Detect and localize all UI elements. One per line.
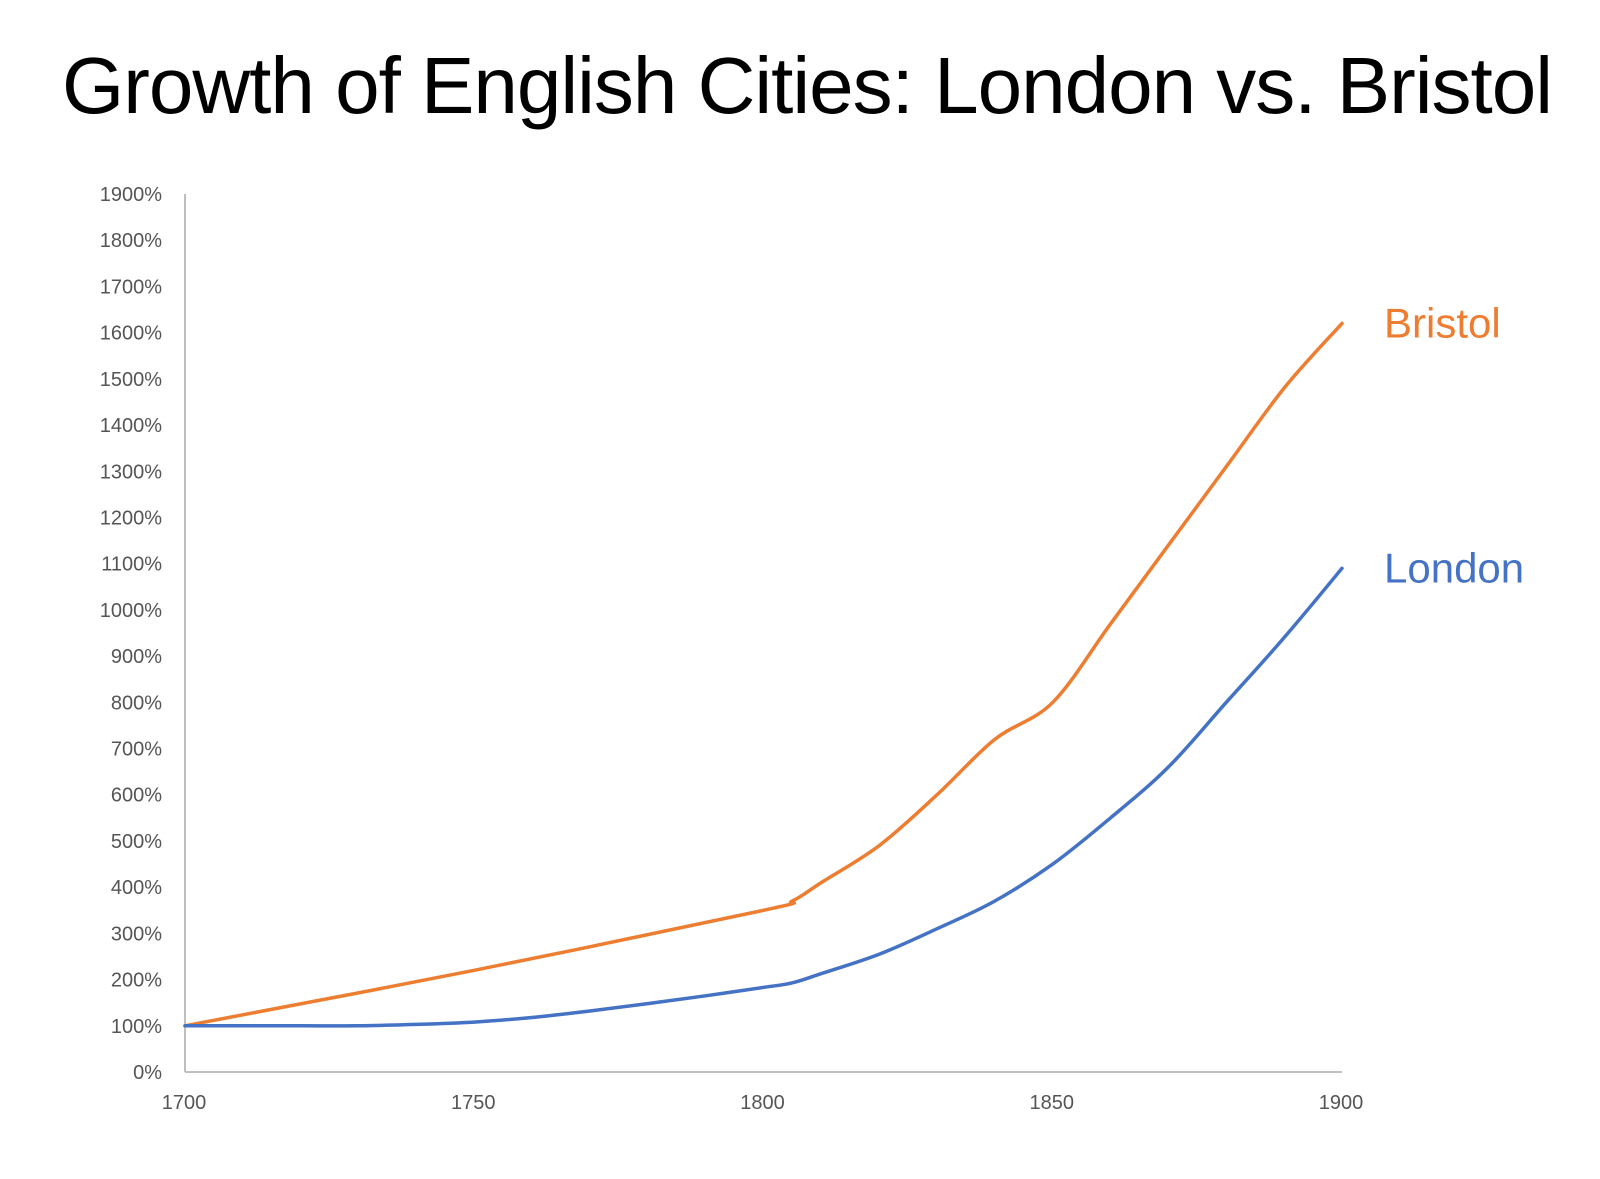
y-tick-label: 1700% xyxy=(100,276,162,298)
x-tick-label: 1750 xyxy=(451,1092,496,1114)
y-tick-label: 1600% xyxy=(100,323,162,345)
y-tick-label: 500% xyxy=(111,831,162,853)
y-tick-label: 600% xyxy=(111,785,162,807)
y-tick-label: 1400% xyxy=(100,415,162,437)
x-tick-label: 1800 xyxy=(740,1092,785,1114)
y-tick-label: 0% xyxy=(133,1062,162,1084)
series-label-london: London xyxy=(1384,544,1524,591)
y-tick-label: 1500% xyxy=(100,369,162,391)
y-tick-label: 900% xyxy=(111,646,162,668)
y-tick-label: 1000% xyxy=(100,600,162,622)
chart-title: Growth of English Cities: London vs. Bri… xyxy=(62,41,1553,130)
y-tick-label: 1100% xyxy=(101,554,162,576)
x-tick-label: 1700 xyxy=(162,1092,207,1114)
y-tick-label: 1900% xyxy=(100,184,162,206)
y-tick-label: 200% xyxy=(111,970,162,992)
y-tick-label: 1800% xyxy=(100,230,162,252)
y-tick-label: 1300% xyxy=(100,461,162,483)
x-tick-label: 1850 xyxy=(1030,1092,1075,1114)
x-axis-tick-labels: 1700 1750 1800 1850 1900 xyxy=(162,1092,1364,1114)
y-tick-label: 400% xyxy=(111,877,162,899)
series-line-london xyxy=(183,566,1344,1028)
y-tick-label: 1200% xyxy=(100,507,162,529)
y-tick-label: 300% xyxy=(111,923,162,945)
series-label-bristol: Bristol xyxy=(1384,299,1501,346)
y-axis-tick-labels: 0% 100% 200% 300% 400% 500% 600% 700% 800% 900% 10… xyxy=(100,184,162,1084)
y-tick-label: 700% xyxy=(111,739,162,761)
y-tick-label: 800% xyxy=(111,692,162,714)
series-labels: Bristol London xyxy=(1384,299,1524,591)
series-line-bristol xyxy=(183,321,1344,1028)
y-tick-label: 100% xyxy=(111,1016,162,1038)
x-tick-label: 1900 xyxy=(1319,1092,1364,1114)
series-lines xyxy=(183,321,1344,1028)
